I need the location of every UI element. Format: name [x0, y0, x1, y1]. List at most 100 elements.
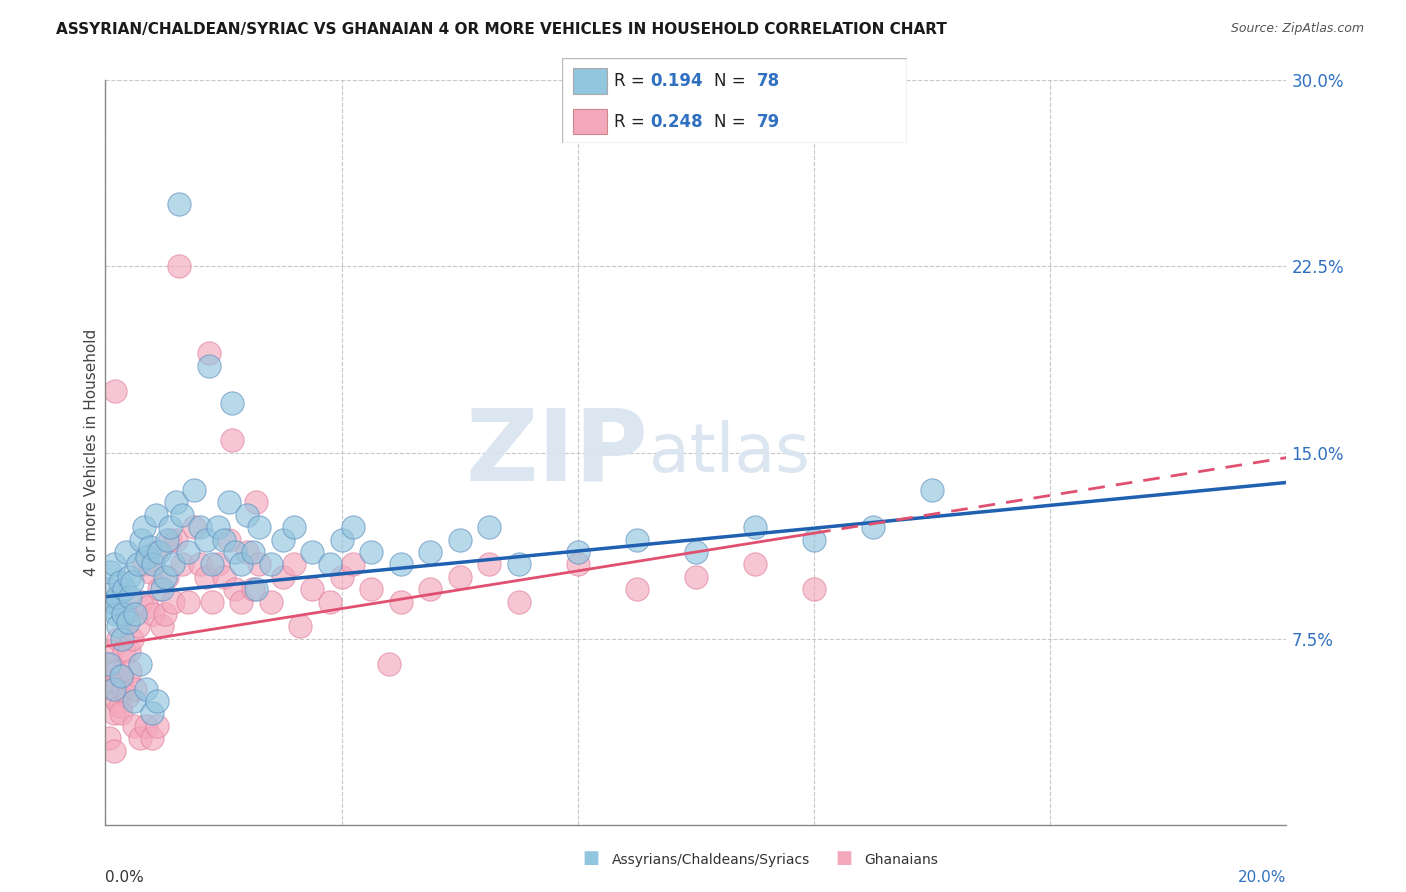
Point	[260, 594, 283, 608]
Point	[283, 558, 305, 572]
Point	[221, 434, 243, 448]
Point	[197, 346, 219, 360]
Point	[212, 570, 235, 584]
Point	[105, 664, 128, 678]
Point	[197, 359, 219, 373]
Text: ASSYRIAN/CHALDEAN/SYRIAC VS GHANAIAN 4 OR MORE VEHICLES IN HOUSEHOLD CORRELATION: ASSYRIAN/CHALDEAN/SYRIAC VS GHANAIAN 4 O…	[56, 22, 948, 37]
Point	[112, 607, 135, 621]
Point	[207, 520, 229, 534]
Point	[419, 582, 441, 597]
FancyBboxPatch shape	[572, 109, 607, 134]
Point	[319, 558, 342, 572]
Point	[138, 540, 162, 554]
Text: R =: R =	[614, 112, 650, 130]
Text: Assyrians/Chaldeans/Syriacs: Assyrians/Chaldeans/Syriacs	[612, 853, 810, 867]
Point	[103, 706, 125, 721]
Point	[231, 594, 253, 608]
Point	[245, 582, 267, 597]
Point	[124, 681, 146, 696]
Point	[153, 570, 176, 584]
Point	[121, 632, 143, 646]
Point	[567, 558, 589, 572]
Point	[389, 594, 412, 608]
Point	[124, 607, 146, 621]
Point	[159, 520, 181, 534]
Point	[188, 520, 211, 534]
Point	[744, 558, 766, 572]
Point	[135, 681, 157, 696]
Point	[110, 706, 132, 721]
Point	[118, 644, 141, 658]
Point	[172, 558, 194, 572]
Point	[271, 570, 294, 584]
Point	[360, 545, 382, 559]
Point	[165, 495, 187, 509]
Point	[150, 619, 173, 633]
Point	[567, 545, 589, 559]
Point	[105, 590, 128, 604]
Point	[156, 570, 179, 584]
Point	[236, 508, 259, 522]
Text: Ghanaians: Ghanaians	[865, 853, 939, 867]
Point	[478, 558, 501, 572]
Point	[127, 619, 149, 633]
Text: ■: ■	[582, 849, 599, 867]
Point	[194, 533, 217, 547]
Point	[231, 558, 253, 572]
Point	[112, 681, 135, 696]
Point	[301, 582, 323, 597]
Point	[132, 558, 155, 572]
Point	[118, 570, 141, 584]
Point	[921, 483, 943, 497]
Point	[685, 570, 707, 584]
Point	[110, 574, 132, 589]
Point	[342, 558, 364, 572]
Point	[271, 533, 294, 547]
Point	[177, 545, 200, 559]
Text: R =: R =	[614, 72, 650, 90]
Text: ZIP: ZIP	[465, 404, 648, 501]
Text: 79: 79	[756, 112, 780, 130]
Point	[122, 694, 145, 708]
Point	[236, 545, 259, 559]
Point	[128, 657, 150, 671]
Point	[207, 558, 229, 572]
Point	[115, 607, 138, 621]
Point	[112, 644, 135, 658]
Point	[132, 520, 155, 534]
Point	[111, 632, 134, 646]
Point	[135, 549, 157, 564]
Point	[135, 599, 157, 614]
Point	[100, 599, 122, 614]
Point	[110, 669, 132, 683]
Point	[218, 495, 240, 509]
Point	[107, 632, 129, 646]
Point	[156, 533, 179, 547]
Point	[101, 594, 124, 608]
Point	[242, 582, 264, 597]
Point	[121, 574, 143, 589]
Point	[201, 558, 224, 572]
Point	[242, 545, 264, 559]
Point	[478, 520, 501, 534]
Point	[135, 719, 157, 733]
Text: 20.0%: 20.0%	[1239, 870, 1286, 885]
Point	[290, 619, 312, 633]
Point	[247, 558, 270, 572]
Point	[141, 706, 163, 721]
Point	[169, 197, 191, 211]
Point	[142, 558, 165, 572]
Point	[342, 520, 364, 534]
Text: Source: ZipAtlas.com: Source: ZipAtlas.com	[1230, 22, 1364, 36]
Point	[148, 545, 170, 559]
Point	[224, 582, 246, 597]
Point	[117, 615, 139, 629]
Point	[212, 533, 235, 547]
Point	[177, 594, 200, 608]
Text: ■: ■	[835, 849, 852, 867]
Point	[105, 694, 128, 708]
Point	[330, 570, 353, 584]
Point	[260, 558, 283, 572]
Point	[301, 545, 323, 559]
Point	[389, 558, 412, 572]
